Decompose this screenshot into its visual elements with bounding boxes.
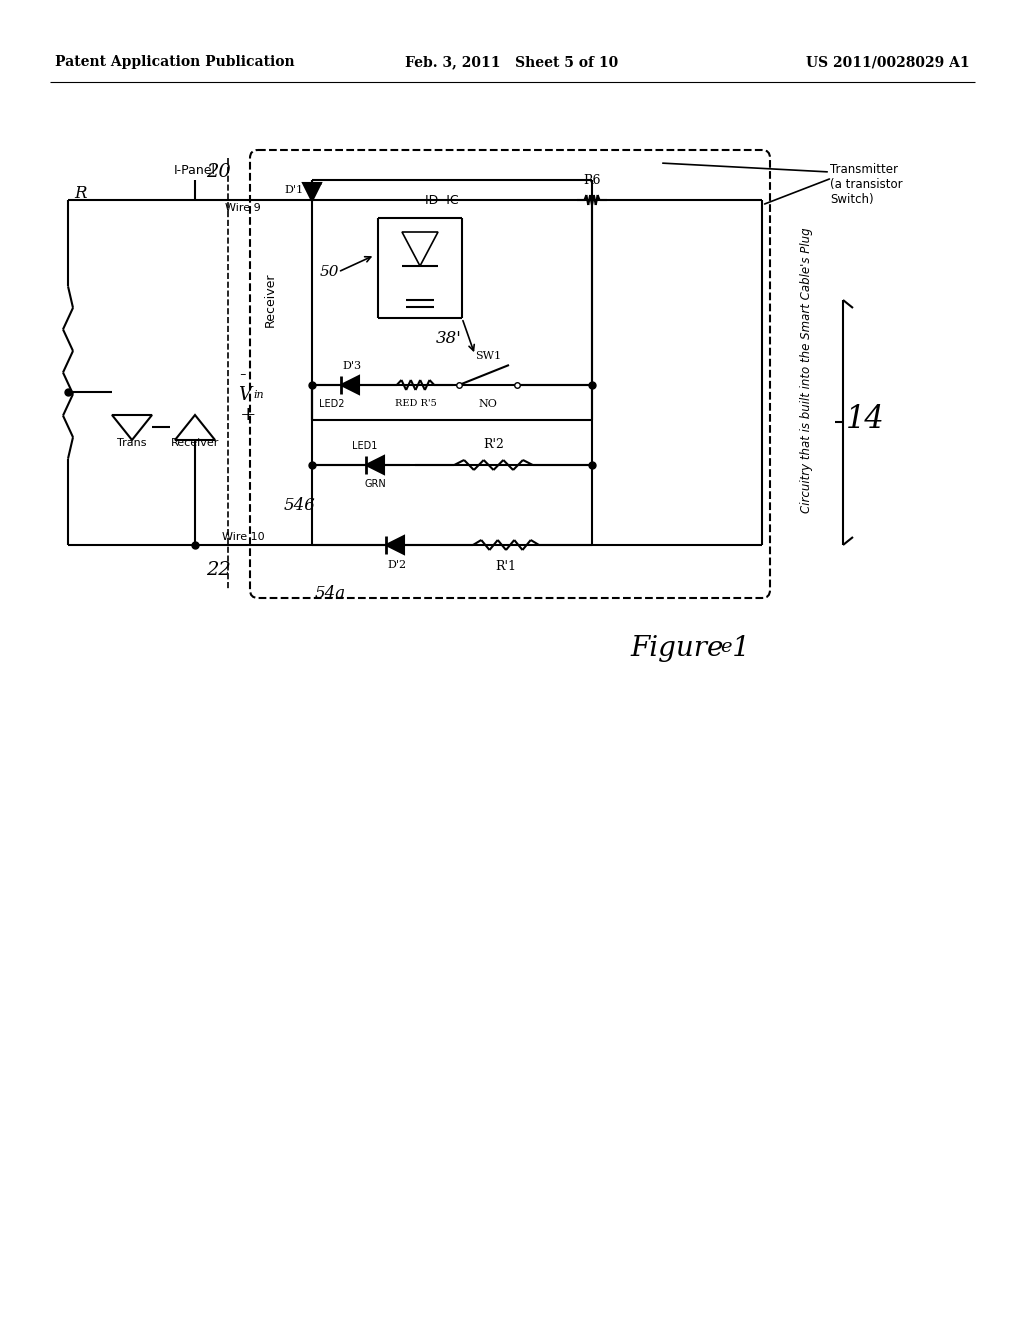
Text: D'1: D'1: [285, 185, 304, 195]
Text: SW1: SW1: [475, 351, 501, 360]
Text: I-Panel: I-Panel: [174, 164, 216, 177]
Text: 546: 546: [284, 496, 316, 513]
Text: 20: 20: [206, 162, 230, 181]
Text: GRN: GRN: [365, 479, 386, 488]
Text: Patent Application Publication: Patent Application Publication: [55, 55, 295, 69]
Text: LED1: LED1: [352, 441, 378, 451]
Text: 22: 22: [206, 561, 230, 579]
Text: 38': 38': [436, 330, 462, 347]
Text: RED R'5: RED R'5: [394, 399, 436, 408]
Text: Trans: Trans: [118, 438, 146, 447]
Text: ID  IC: ID IC: [425, 194, 459, 207]
Text: 14: 14: [846, 404, 885, 436]
Text: Wire 10: Wire 10: [221, 532, 264, 543]
Text: Figure 1: Figure 1: [630, 635, 750, 663]
Text: 54a: 54a: [314, 585, 345, 602]
Text: LED2: LED2: [319, 399, 345, 409]
Text: Wire 9: Wire 9: [225, 203, 261, 213]
Text: Receiver: Receiver: [171, 438, 219, 447]
Text: R'2: R'2: [483, 438, 504, 451]
Polygon shape: [366, 455, 384, 474]
Text: R6: R6: [584, 174, 601, 187]
Text: +: +: [240, 407, 256, 424]
Text: in: in: [253, 389, 263, 400]
Text: e: e: [720, 638, 731, 656]
Text: NO: NO: [478, 399, 498, 409]
Polygon shape: [386, 536, 404, 554]
Text: US 2011/0028029 A1: US 2011/0028029 A1: [806, 55, 970, 69]
Polygon shape: [341, 376, 359, 393]
Text: D'3: D'3: [342, 360, 361, 371]
Text: Circuitry that is built into the Smart Cable's Plug: Circuitry that is built into the Smart C…: [800, 227, 813, 512]
Text: V: V: [239, 385, 252, 404]
Text: Receiver: Receiver: [263, 273, 276, 327]
Text: D'2: D'2: [387, 560, 407, 570]
Text: Feb. 3, 2011   Sheet 5 of 10: Feb. 3, 2011 Sheet 5 of 10: [406, 55, 618, 69]
Text: R: R: [74, 185, 86, 202]
Text: R'1: R'1: [496, 560, 516, 573]
Text: 50: 50: [319, 265, 340, 279]
Text: Transmitter
(a transistor
Switch): Transmitter (a transistor Switch): [830, 162, 902, 206]
Polygon shape: [303, 183, 321, 201]
Text: -: -: [239, 366, 246, 384]
